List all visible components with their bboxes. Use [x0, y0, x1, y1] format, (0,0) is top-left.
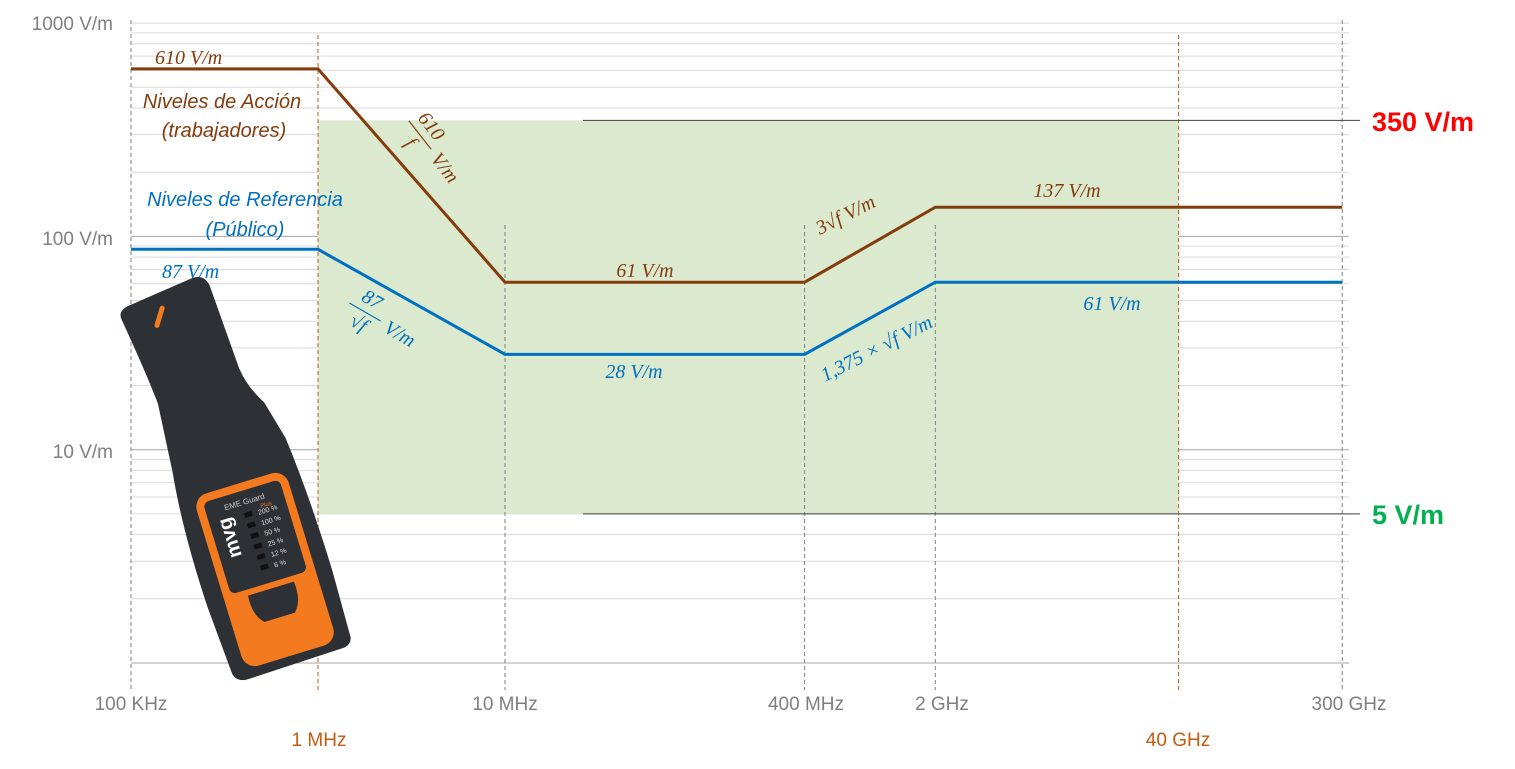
legend-ref-line2: (Público): [206, 219, 285, 241]
eme-guard-device-image: EME Guard Plus mvg 200 %100 %50 %25 %12 …: [120, 277, 351, 681]
device-led: [250, 531, 260, 540]
x-tick-label: 2 GHz: [915, 694, 969, 715]
label-28: 28 V/m: [605, 361, 662, 383]
device-level-label: 12 %: [270, 548, 287, 559]
label-610: 610 V/m: [155, 47, 222, 69]
device-led: [259, 563, 269, 571]
label-137: 137 V/m: [1033, 180, 1100, 202]
x-tick-label: 1 MHz: [292, 730, 347, 751]
device-led: [243, 510, 253, 519]
series-line-0: [131, 67, 1343, 284]
shaded-region: [318, 120, 1179, 514]
device-model-suffix: Plus: [260, 501, 273, 510]
device-level-label: 25 %: [267, 537, 284, 548]
legend-ref-line1: Niveles de Referencia: [147, 189, 343, 211]
device-level-label: 50 %: [264, 526, 281, 537]
legend-action-line1: Niveles de Acción: [143, 91, 301, 113]
x-tick-label: 400 MHz: [768, 694, 844, 715]
series-lines: [130, 67, 1343, 356]
limit-label-350: 350 V/m: [1372, 107, 1474, 137]
x-tick-label: 10 MHz: [472, 694, 537, 715]
label-87: 87 V/m: [162, 261, 219, 283]
device-led: [253, 542, 263, 550]
x-tick-label: 300 GHz: [1312, 694, 1387, 715]
limit-label-5: 5 V/m: [1372, 500, 1444, 530]
x-tick-label: 100 KHz: [95, 694, 168, 715]
device-level-label: 6 %: [273, 559, 287, 569]
label-61-ref: 61 V/m: [1083, 293, 1140, 315]
y-tick-label: 10 V/m: [53, 442, 113, 463]
series-line-1: [131, 247, 1343, 356]
device-led: [256, 552, 266, 561]
legend-action-line2: (trabajadores): [162, 120, 287, 142]
label-61-action: 61 V/m: [616, 260, 673, 282]
vertical-gridlines: [130, 20, 1343, 690]
y-tick-label: 1000 V/m: [32, 14, 113, 35]
device-led: [246, 521, 257, 529]
y-tick-label: 100 V/m: [42, 229, 113, 250]
x-tick-label: 40 GHz: [1146, 730, 1210, 751]
